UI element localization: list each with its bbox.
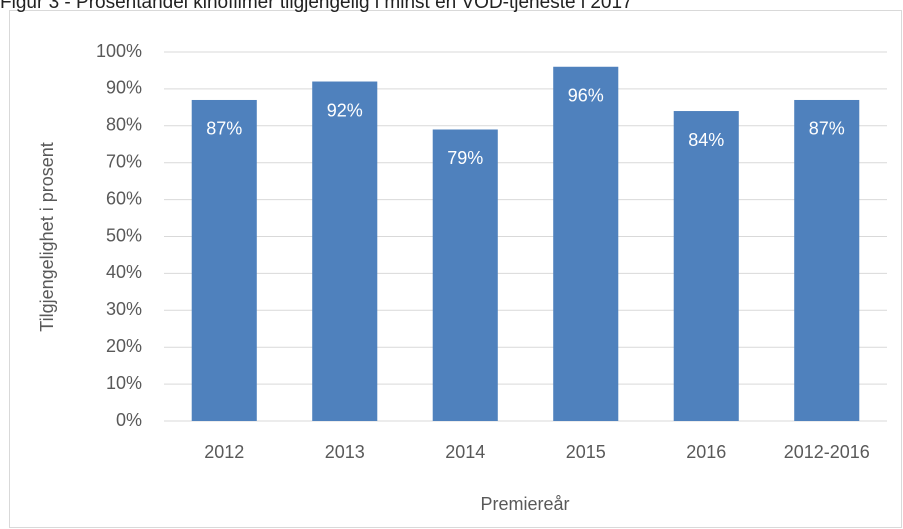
bar [432, 129, 498, 422]
bar [553, 66, 619, 421]
y-tick-label: 80% [106, 115, 142, 135]
x-tick-label: 2016 [686, 442, 726, 462]
x-tick-label: 2012-2016 [784, 442, 870, 462]
y-tick-label: 10% [106, 373, 142, 393]
data-label: 87% [206, 119, 242, 139]
y-tick-label: 60% [106, 188, 142, 208]
data-label: 84% [688, 130, 724, 150]
bar [673, 111, 739, 421]
x-axis-label: Premiereår [480, 494, 569, 514]
y-tick-label: 100% [96, 41, 142, 61]
x-tick-label: 2015 [566, 442, 606, 462]
data-label: 87% [809, 119, 845, 139]
y-tick-label: 50% [106, 225, 142, 245]
y-tick-label: 0% [116, 410, 142, 430]
bar [794, 99, 860, 421]
y-tick-label: 20% [106, 336, 142, 356]
y-tick-label: 40% [106, 262, 142, 282]
y-axis-label: Tilgjengelighet i prosent [37, 142, 57, 331]
title-backdrop [0, 0, 903, 9]
data-label: 79% [447, 148, 483, 168]
x-tick-label: 2013 [325, 442, 365, 462]
bar [312, 81, 378, 422]
chart-title: Figur 3 - Prosentandel kinofilmer tilgje… [0, 0, 633, 13]
x-tick-label: 2014 [445, 442, 485, 462]
y-tick-label: 30% [106, 299, 142, 319]
data-label: 92% [327, 100, 363, 120]
chart-border [9, 10, 902, 528]
data-label: 96% [568, 86, 604, 106]
bar [191, 99, 257, 421]
x-tick-label: 2012 [204, 442, 244, 462]
y-tick-label: 70% [106, 151, 142, 171]
y-tick-label: 90% [106, 78, 142, 98]
